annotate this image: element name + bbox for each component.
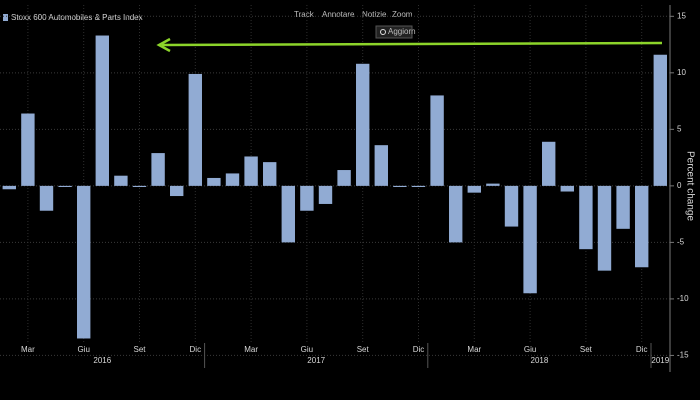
refresh-icon <box>380 29 386 35</box>
bar <box>151 153 165 186</box>
bar <box>467 185 481 193</box>
bar <box>207 177 221 186</box>
bar <box>430 95 444 186</box>
arrow-line <box>161 41 663 47</box>
bar <box>95 35 109 186</box>
x-tick-label: Set <box>580 345 593 354</box>
x-tick-label: Giu <box>524 345 536 354</box>
bar <box>486 183 500 186</box>
plot: -15 -10 -5 0 5 10 15 Mar Giu Set Dic Mar Giu Set Dic Ma… <box>0 5 689 368</box>
bar <box>411 185 426 187</box>
x-tick-label: Mar <box>21 345 35 354</box>
bar <box>318 185 333 204</box>
bar <box>560 185 574 192</box>
bar <box>449 185 463 243</box>
x-tick-label: Giu <box>301 345 313 354</box>
bar <box>263 162 277 186</box>
bar <box>244 156 258 186</box>
bar <box>77 185 91 339</box>
bar <box>188 73 202 186</box>
bar <box>281 185 295 243</box>
y-tick-label: -5 <box>677 238 685 247</box>
legend-label: Stoxx 600 Automobiles & Parts Index <box>11 13 143 22</box>
x-tick-label: Set <box>133 345 146 354</box>
y-tick-label: 0 <box>677 181 682 190</box>
x-group-label: 2019 <box>651 356 669 365</box>
bar <box>542 141 556 186</box>
y-tick-label: 10 <box>677 68 686 77</box>
legend-swatch <box>3 14 8 21</box>
arrow-head <box>156 37 171 53</box>
bar <box>21 113 35 186</box>
x-group-label: 2017 <box>307 356 325 365</box>
toolbar-track[interactable]: Track <box>294 10 315 19</box>
bar <box>132 185 147 187</box>
bar <box>58 185 72 187</box>
bar <box>300 185 314 211</box>
annotation-arrow <box>156 37 663 53</box>
toolbar-news[interactable]: Notizie <box>362 10 387 19</box>
bar <box>356 63 370 186</box>
bar <box>393 185 407 187</box>
bar <box>653 54 667 186</box>
toolbar-zoom[interactable]: Zoom <box>392 10 413 19</box>
x-tick-label: Mar <box>244 345 258 354</box>
x-tick-label: Giu <box>77 345 89 354</box>
bar <box>374 145 388 186</box>
refresh-button[interactable] <box>375 25 413 39</box>
toolbar-annotate[interactable]: Annotare <box>322 10 355 19</box>
y-tick-label: -15 <box>677 351 689 360</box>
bar <box>635 185 649 268</box>
x-group-label: 2018 <box>531 356 549 365</box>
x-tick-label: Dic <box>636 345 648 354</box>
x-tick-label: Set <box>357 345 370 354</box>
bar <box>597 185 612 271</box>
x-tick-label: Dic <box>413 345 425 354</box>
bar <box>170 185 184 197</box>
bar <box>616 185 630 229</box>
x-tick-label: Mar <box>467 345 481 354</box>
bar <box>114 175 128 186</box>
bar <box>337 170 351 186</box>
x-tick-label: Dic <box>190 345 202 354</box>
bar <box>504 185 519 227</box>
refresh-label[interactable]: Aggiorn <box>388 27 416 36</box>
toolbar: Track Annotare Notizie Zoom Aggiorn <box>294 10 416 39</box>
y-tick-label: 15 <box>677 11 686 20</box>
y-tick-label: 5 <box>677 124 682 133</box>
bar <box>579 185 593 250</box>
bar <box>39 185 54 211</box>
y-tick-label: -10 <box>677 294 689 303</box>
x-group-label: 2016 <box>93 356 111 365</box>
y-axis-title: Percent change <box>684 151 695 221</box>
bar <box>225 173 240 186</box>
bar <box>2 185 16 190</box>
bar <box>523 185 537 294</box>
